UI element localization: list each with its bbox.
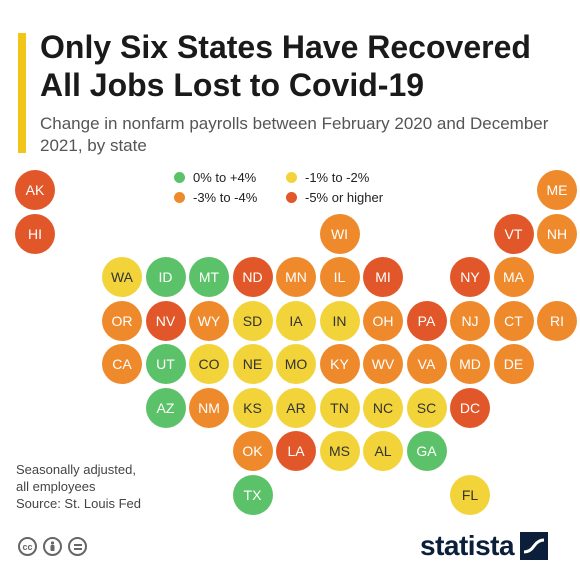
legend-swatch: [286, 192, 297, 203]
state-tile-nd[interactable]: ND: [232, 257, 273, 297]
legend-label: -1% to -2%: [305, 170, 370, 185]
state-tile-ma[interactable]: MA: [493, 257, 534, 297]
state-tile-al[interactable]: AL: [363, 431, 403, 471]
state-tile-mi[interactable]: MI: [363, 257, 403, 297]
state-tile-ny[interactable]: NY: [450, 257, 490, 297]
state-tile-vt[interactable]: VT: [493, 213, 534, 254]
state-tile-hi[interactable]: HI: [15, 213, 55, 254]
state-tile-id[interactable]: ID: [145, 257, 186, 297]
state-tile-ak[interactable]: AK: [15, 170, 55, 210]
brand-mark-icon: [520, 532, 549, 560]
state-tile-de[interactable]: DE: [493, 344, 534, 384]
legend-swatch: [286, 172, 297, 183]
state-tile-ut[interactable]: UT: [145, 344, 186, 384]
state-tile-tn[interactable]: TN: [319, 387, 360, 428]
state-tile-mt[interactable]: MT: [189, 257, 229, 297]
legend-item: -5% or higher: [286, 190, 383, 205]
footnote-line-1: Seasonally adjusted,: [16, 462, 136, 477]
license-icons: cc: [18, 537, 87, 556]
state-tile-ct[interactable]: CT: [493, 300, 534, 341]
state-tile-ri[interactable]: RI: [537, 300, 577, 341]
legend-swatch: [174, 172, 185, 183]
state-tile-az[interactable]: AZ: [145, 387, 186, 428]
footnote: Seasonally adjusted, all employees Sourc…: [16, 461, 216, 512]
state-tile-pa[interactable]: PA: [406, 300, 447, 341]
state-tile-nc[interactable]: NC: [363, 387, 403, 428]
brand-wordmark: statista: [420, 530, 515, 561]
legend-item: 0% to +4%: [174, 170, 256, 185]
state-tile-sc[interactable]: SC: [406, 387, 447, 428]
state-tile-or[interactable]: OR: [102, 300, 142, 341]
state-tile-wy[interactable]: WY: [189, 300, 229, 341]
legend-label: -3% to -4%: [193, 190, 258, 205]
source-text: Source: St. Louis Fed: [16, 496, 142, 511]
state-tile-ne[interactable]: NE: [232, 344, 273, 384]
cc-icon[interactable]: cc: [18, 537, 37, 556]
state-tile-oh[interactable]: OH: [363, 300, 403, 341]
legend-label: -5% or higher: [305, 190, 384, 205]
state-tile-mo[interactable]: MO: [276, 344, 316, 384]
state-tile-in[interactable]: IN: [319, 300, 360, 341]
state-tile-mn[interactable]: MN: [276, 257, 316, 297]
state-tile-tx[interactable]: TX: [232, 474, 273, 515]
state-tile-wi[interactable]: WI: [319, 213, 360, 254]
state-tile-ia[interactable]: IA: [276, 300, 316, 341]
state-tile-ks[interactable]: KS: [232, 387, 273, 428]
state-tile-ok[interactable]: OK: [232, 431, 273, 471]
state-tile-nj[interactable]: NJ: [450, 300, 490, 341]
state-tile-md[interactable]: MD: [450, 344, 490, 384]
attribution-icon[interactable]: [43, 537, 62, 556]
state-tile-ms[interactable]: MS: [319, 431, 360, 471]
legend-swatch: [174, 192, 185, 203]
legend: 0% to +4% -1% to -2% -3% to -4% -5% or high…: [174, 170, 406, 212]
state-tile-nv[interactable]: NV: [145, 300, 186, 341]
state-tile-ky[interactable]: KY: [319, 344, 360, 384]
state-tile-il[interactable]: IL: [319, 257, 360, 297]
legend-item: -3% to -4%: [174, 190, 257, 205]
state-tile-nm[interactable]: NM: [189, 387, 229, 428]
chart-title: Only Six States Have Recovered All Jobs …: [40, 29, 531, 103]
legend-label: 0% to +4%: [193, 170, 257, 185]
legend-item: -1% to -2%: [286, 170, 369, 185]
state-tile-dc[interactable]: DC: [450, 387, 490, 428]
statista-logo[interactable]: statista: [420, 530, 549, 562]
state-tile-me[interactable]: ME: [537, 170, 577, 210]
state-tile-la[interactable]: LA: [276, 431, 316, 471]
title-accent-bar: [18, 33, 26, 153]
state-tile-co[interactable]: CO: [189, 344, 229, 384]
state-tile-va[interactable]: VA: [406, 344, 447, 384]
chart-subtitle: Change in nonfarm payrolls between Febru…: [40, 114, 549, 155]
state-tile-ca[interactable]: CA: [102, 344, 142, 384]
footnote-line-2: all employees: [16, 479, 96, 494]
no-derivatives-icon[interactable]: [68, 537, 87, 556]
state-tile-nh[interactable]: NH: [537, 213, 577, 254]
state-tile-wv[interactable]: WV: [363, 344, 403, 384]
state-tile-sd[interactable]: SD: [232, 300, 273, 341]
state-tile-fl[interactable]: FL: [450, 474, 490, 515]
state-tile-ar[interactable]: AR: [276, 387, 316, 428]
state-tile-ga[interactable]: GA: [406, 431, 447, 471]
state-tile-wa[interactable]: WA: [102, 257, 142, 297]
